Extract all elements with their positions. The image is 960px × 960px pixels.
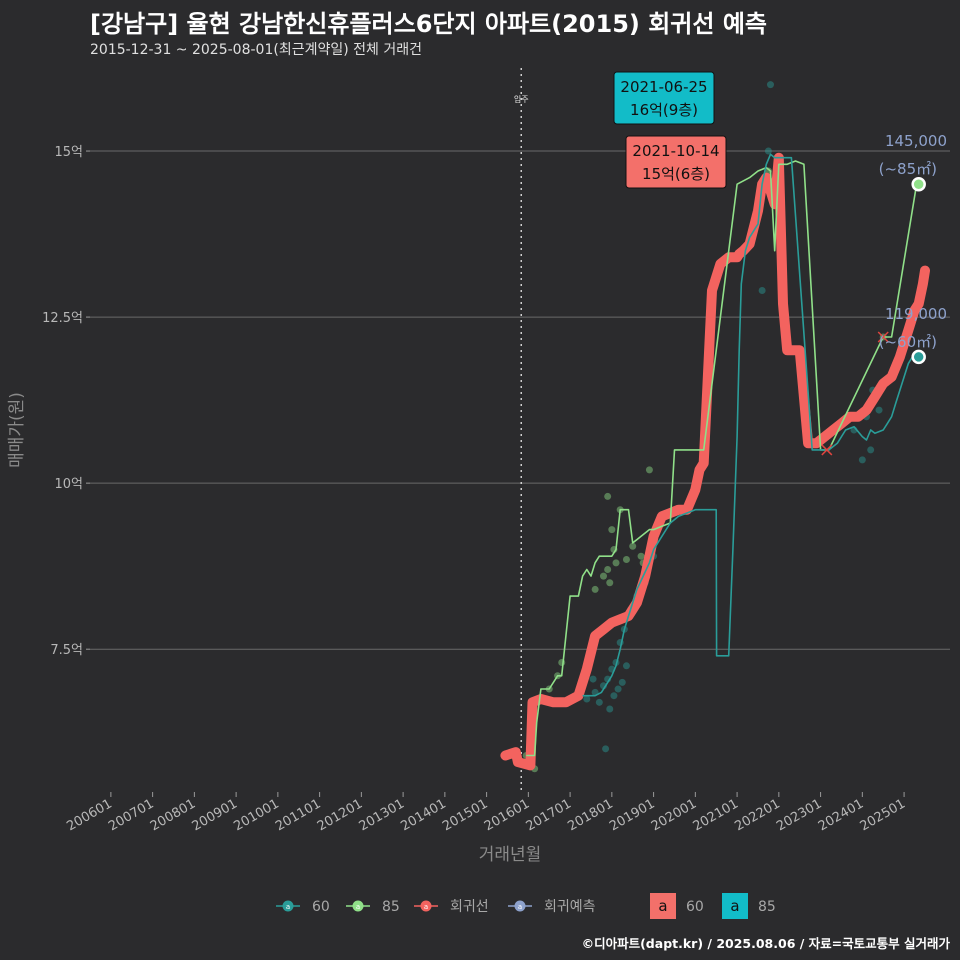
scatter-point-60: [589, 675, 597, 683]
x-tick-label: 200801: [148, 796, 198, 834]
annotation-date-60: 2021-10-14: [632, 142, 719, 160]
annotation-box-85: [613, 71, 715, 125]
scatter-point-85: [612, 559, 620, 567]
scatter-point-85: [637, 552, 645, 560]
annotation-price-60: 15억(6층): [642, 165, 710, 183]
end-label-area-85: (~85㎡): [879, 160, 937, 178]
legend-dot-forecast: [514, 900, 526, 912]
x-tick-label: 202501: [858, 796, 908, 834]
x-tick-label: 202001: [649, 796, 699, 834]
scatter-point-85: [645, 466, 653, 474]
scatter-point-85: [604, 565, 612, 573]
move-in-label: 입주: [514, 95, 529, 104]
legend-box-label-box85: 85: [758, 899, 776, 915]
scatter-point-60: [602, 745, 610, 753]
x-tick-label: 202201: [732, 796, 782, 834]
x-tick-label: 201901: [607, 796, 657, 834]
scatter-point-60: [618, 678, 626, 686]
legend-glyph-regression: a: [424, 903, 428, 911]
annotation-date-85: 2021-06-25: [620, 78, 707, 96]
end-point-60: [911, 349, 926, 365]
x-tick-label: 200601: [64, 796, 114, 834]
scatter-point-60: [622, 662, 630, 670]
legend-glyph-forecast: a: [518, 903, 522, 911]
scatter-point-60: [583, 695, 591, 703]
scatter-point-60: [606, 705, 614, 713]
x-tick-label: 200701: [106, 796, 156, 834]
chart-subtitle: 2015-12-31 ~ 2025-08-01(최근계약일) 전체 거래건: [90, 42, 422, 58]
annotation-price-85: 16억(9층): [630, 101, 698, 119]
scatter-point-85: [608, 526, 616, 534]
legend-glyph-s85: a: [356, 903, 360, 911]
x-tick-label: 201801: [565, 796, 615, 834]
x-tick-label: 201401: [398, 796, 448, 834]
cross-marker: [877, 331, 889, 343]
x-tick-label: 201601: [482, 796, 532, 834]
chart-title: [강남구] 율현 강남한신휴플러스6단지 아파트(2015) 회귀선 예측: [90, 10, 767, 38]
x-axis-title: 거래년월: [479, 845, 542, 865]
scatter-point-85: [558, 658, 566, 666]
regression-line: [500, 152, 930, 771]
legend-dot-s85: [352, 900, 364, 912]
y-axis-title: 매매가(원): [7, 392, 27, 468]
scatter-point-85: [599, 572, 607, 580]
end-point-85: [911, 176, 926, 192]
x-tick-label: 201201: [315, 796, 365, 834]
x-tick-label: 201701: [524, 796, 574, 834]
legend-label-regression: 회귀선: [450, 899, 489, 915]
scatter-point-60: [875, 406, 883, 414]
scatter-point-60: [858, 456, 866, 464]
annotation-box-60: [625, 135, 727, 189]
y-tick-label: 7.5억: [50, 643, 83, 658]
scatter-point-60: [610, 692, 618, 700]
legend-dot-regression: [420, 900, 432, 912]
legend-label-forecast: 회귀예측: [544, 899, 596, 915]
y-tick-label: 15억: [54, 145, 83, 160]
y-tick-label: 12.5억: [42, 311, 83, 326]
scatter-point-60: [867, 446, 875, 454]
x-tick-label: 200901: [190, 796, 240, 834]
x-tick-label: 202101: [691, 796, 741, 834]
scatter-point-60: [614, 685, 622, 693]
scatter-point-60: [595, 698, 603, 706]
scatter-point-60: [764, 147, 772, 155]
scatter-point-85: [606, 579, 614, 587]
legend-box-box85: [722, 893, 748, 919]
legend-label-s85: 85: [382, 899, 400, 915]
scatter-point-85: [629, 542, 637, 550]
legend-dot-s60: [282, 900, 294, 912]
x-tick-label: 201501: [440, 796, 490, 834]
scatter-point-85: [591, 585, 599, 593]
legend-label-s60: 60: [312, 899, 330, 915]
series-line-60: [582, 153, 917, 697]
end-label-value-85: 145,000: [885, 132, 947, 150]
source-footer: ©디아파트(dapt.kr) / 2025.08.06 / 자료=국토교통부 실…: [581, 936, 950, 951]
scatter-point-60: [766, 81, 774, 89]
legend-glyph-s60: a: [286, 903, 290, 911]
cross-marker: [821, 444, 833, 456]
series-line-85: [526, 160, 919, 757]
y-tick-label: 10억: [54, 477, 83, 492]
legend-box-box60: [650, 893, 676, 919]
x-tick-label: 201301: [357, 796, 407, 834]
x-tick-label: 201101: [273, 796, 323, 834]
legend-box-label-box60: 60: [686, 899, 704, 915]
scatter-point-60: [758, 287, 766, 295]
x-tick-label: 201001: [231, 796, 281, 834]
legend-box-letter-box60: a: [658, 897, 667, 915]
end-label-area-60: (~60㎡): [879, 333, 937, 351]
scatter-point-85: [622, 556, 630, 564]
end-label-value-60: 119,000: [885, 305, 947, 323]
scatter-point-85: [604, 492, 612, 500]
x-tick-label: 202401: [816, 796, 866, 834]
legend-box-letter-box85: a: [730, 897, 739, 915]
x-tick-label: 202301: [774, 796, 824, 834]
